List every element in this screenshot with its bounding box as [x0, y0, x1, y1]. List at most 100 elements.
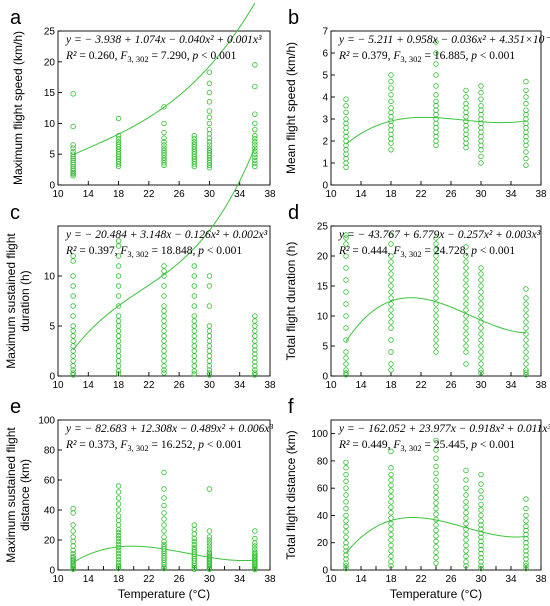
data-point — [343, 534, 349, 540]
data-point — [523, 149, 529, 155]
data-point — [433, 72, 439, 78]
x-tick-label: 34 — [234, 189, 246, 200]
data-point — [478, 546, 484, 553]
data-point — [388, 140, 394, 146]
data-point — [523, 548, 529, 554]
data-point — [206, 126, 213, 133]
data-point — [206, 323, 213, 329]
data-point — [252, 318, 258, 324]
data-point — [463, 118, 469, 124]
data-point — [388, 520, 394, 527]
data-point — [343, 361, 349, 367]
data-point — [252, 540, 258, 546]
x-tick-label: 38 — [535, 189, 547, 200]
data-point — [115, 556, 122, 563]
data-point — [478, 331, 484, 337]
data-point — [161, 528, 167, 534]
data-point — [463, 94, 469, 100]
data-point — [206, 145, 213, 151]
data-point — [191, 363, 197, 369]
data-point — [343, 465, 349, 471]
data-point — [115, 522, 122, 528]
data-point — [343, 147, 349, 153]
data-point — [478, 107, 484, 113]
data-point — [161, 139, 167, 145]
data-point — [70, 258, 76, 264]
data-point — [115, 263, 122, 269]
fit-curve — [345, 516, 527, 554]
data-point — [343, 125, 349, 131]
data-point — [463, 331, 469, 337]
y-tick-label: 5 — [49, 322, 55, 333]
y-tick-label: 40 — [317, 511, 329, 522]
data-point — [523, 496, 529, 502]
data-point — [252, 133, 258, 139]
data-point — [463, 114, 469, 120]
data-point — [252, 313, 258, 319]
data-point — [388, 349, 394, 355]
data-point — [478, 283, 484, 289]
x-axis-label: Temperature (°C) — [118, 587, 210, 601]
data-point — [433, 253, 439, 259]
x-tick-label: 30 — [475, 380, 487, 391]
data-point — [523, 369, 529, 376]
data-point — [343, 253, 349, 259]
x-tick-label: 26 — [174, 574, 186, 585]
data-point — [433, 484, 439, 490]
data-point — [433, 505, 439, 512]
x-tick-label: 30 — [475, 574, 487, 585]
data-point — [478, 147, 484, 153]
data-point — [343, 151, 349, 157]
data-point — [252, 347, 258, 353]
plot-frame — [330, 30, 542, 186]
y-tick-label: 20 — [44, 536, 56, 547]
data-point — [206, 549, 213, 555]
x-tick-label: 22 — [143, 574, 155, 585]
data-point — [161, 486, 167, 492]
data-point — [191, 293, 197, 299]
data-point — [388, 289, 394, 295]
data-point — [463, 319, 469, 325]
data-point — [433, 289, 439, 295]
data-point — [161, 367, 167, 373]
data-point — [161, 495, 167, 501]
fit-curve — [72, 147, 256, 351]
data-point — [523, 129, 529, 135]
x-axis-label: Temperature (°C) — [390, 587, 482, 601]
data-point — [463, 283, 469, 289]
data-point — [523, 518, 529, 524]
data-point — [388, 122, 394, 129]
plot-frame — [57, 225, 271, 377]
data-point — [252, 372, 258, 378]
data-point — [523, 94, 529, 100]
data-point — [115, 115, 122, 122]
x-tick-label: 38 — [264, 380, 276, 391]
data-point — [388, 537, 394, 543]
data-point — [388, 232, 394, 238]
data-point — [478, 534, 484, 540]
y-axis-label: Total flight duration (h) — [284, 242, 298, 361]
data-point — [115, 495, 122, 501]
data-point — [206, 99, 213, 105]
data-point — [478, 530, 484, 536]
x-tick-label: 34 — [234, 574, 246, 585]
data-point — [206, 283, 213, 289]
data-point — [343, 116, 349, 122]
data-point — [191, 303, 197, 309]
data-point — [161, 129, 167, 136]
data-point — [191, 139, 197, 145]
data-point — [206, 114, 213, 120]
data-point — [523, 301, 529, 307]
data-point — [206, 528, 213, 534]
data-point — [478, 563, 484, 569]
data-point — [343, 523, 349, 530]
y-tick-label: 1 — [322, 159, 328, 170]
x-tick-label: 18 — [113, 380, 125, 391]
data-point — [161, 538, 167, 545]
data-point — [433, 447, 439, 453]
panel-letter: f — [288, 396, 294, 418]
data-point — [433, 111, 439, 118]
x-tick-label: 26 — [445, 380, 457, 391]
data-point — [433, 271, 439, 277]
y-tick-label: 2 — [322, 137, 328, 148]
